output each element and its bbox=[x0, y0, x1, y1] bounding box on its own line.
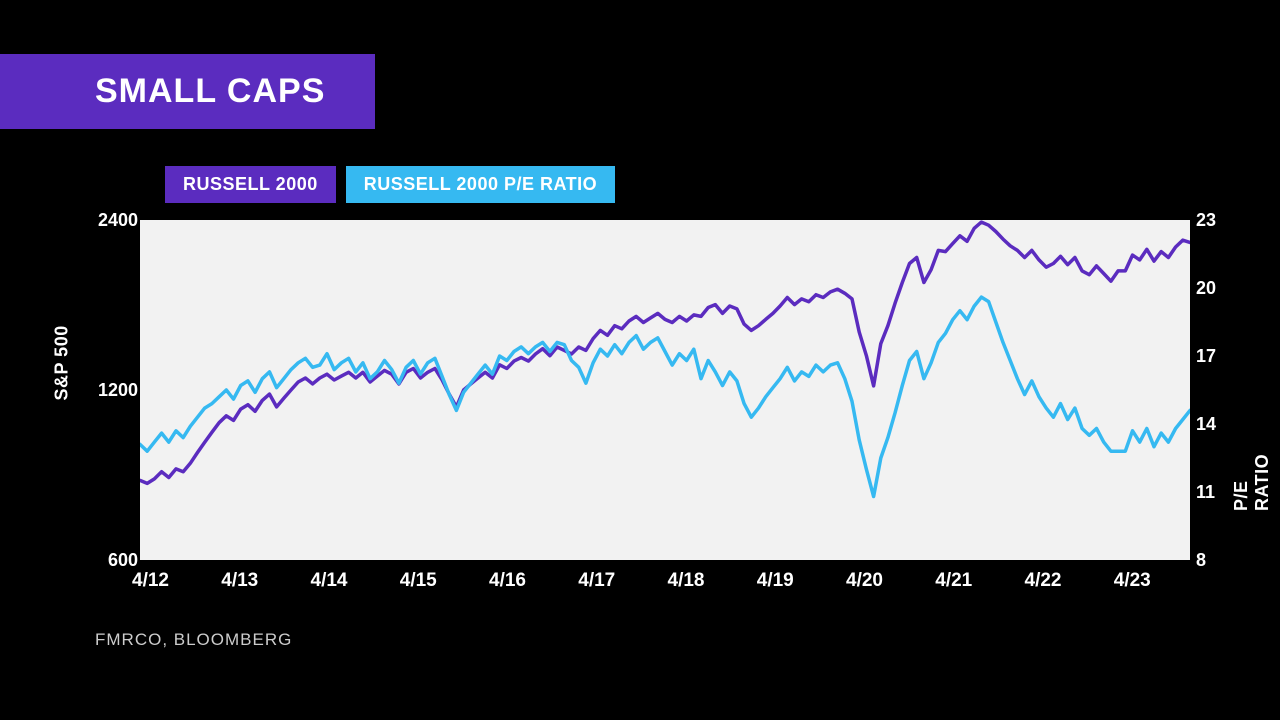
title-box: SMALL CAPS bbox=[0, 54, 375, 129]
y-left-tick: 600 bbox=[108, 550, 138, 571]
legend-item-russell: RUSSELL 2000 bbox=[165, 166, 336, 203]
source-attribution: FMRCO, BLOOMBERG bbox=[95, 630, 292, 650]
legend-item-pe-ratio: RUSSELL 2000 P/E RATIO bbox=[346, 166, 615, 203]
x-tick: 4/18 bbox=[668, 570, 705, 592]
y-right-tick: 17 bbox=[1196, 346, 1216, 367]
chart-plot-area bbox=[140, 220, 1190, 560]
x-tick: 4/15 bbox=[400, 570, 437, 592]
y-left-axis-title: S&P 500 bbox=[52, 325, 73, 400]
x-tick: 4/23 bbox=[1114, 570, 1151, 592]
y-right-tick: 23 bbox=[1196, 210, 1216, 231]
y-right-tick: 20 bbox=[1196, 278, 1216, 299]
x-tick: 4/16 bbox=[489, 570, 526, 592]
series-line bbox=[140, 297, 1190, 496]
x-tick: 4/22 bbox=[1025, 570, 1062, 592]
y-left-tick: 2400 bbox=[98, 210, 138, 231]
x-tick: 4/13 bbox=[221, 570, 258, 592]
y-right-axis-title: P/E RATIO bbox=[1231, 454, 1273, 511]
x-tick: 4/12 bbox=[132, 570, 169, 592]
legend: RUSSELL 2000 RUSSELL 2000 P/E RATIO bbox=[165, 166, 615, 203]
y-right-tick: 8 bbox=[1196, 550, 1206, 571]
chart-title: SMALL CAPS bbox=[95, 72, 325, 111]
y-left-tick: 1200 bbox=[98, 380, 138, 401]
x-tick: 4/19 bbox=[757, 570, 794, 592]
y-right-tick: 11 bbox=[1196, 482, 1215, 503]
x-tick: 4/20 bbox=[846, 570, 883, 592]
x-tick: 4/17 bbox=[578, 570, 615, 592]
y-right-tick: 14 bbox=[1196, 414, 1216, 435]
x-tick: 4/21 bbox=[935, 570, 972, 592]
x-tick: 4/14 bbox=[311, 570, 348, 592]
